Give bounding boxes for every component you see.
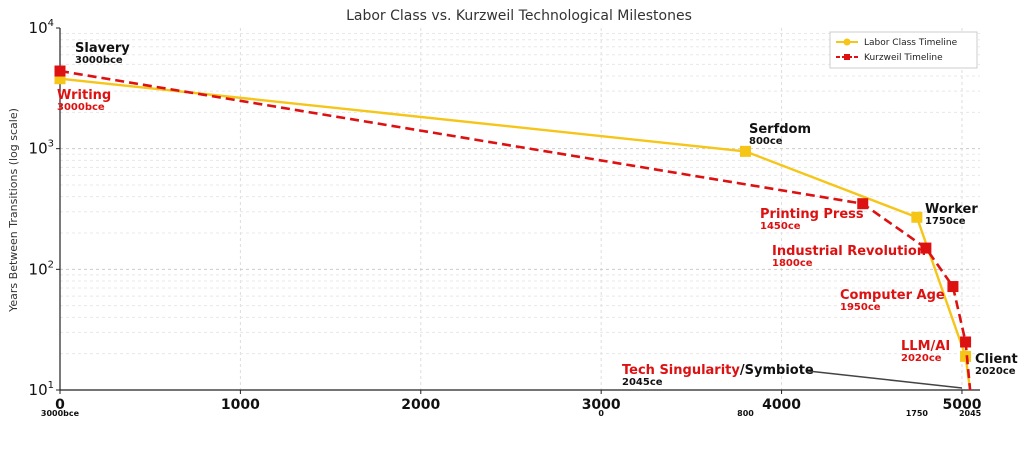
x-tick-label: 5000 xyxy=(942,397,981,413)
annotation-llm-ai-date: 2020ce xyxy=(901,353,942,364)
y-tick-label: 102 xyxy=(29,259,54,278)
series-line-kurzweil xyxy=(59,69,972,391)
singularity-pointer-line xyxy=(807,370,963,389)
data-point-kurzweil xyxy=(54,65,66,77)
y-tick-label: 101 xyxy=(29,380,54,399)
series-layer xyxy=(54,65,972,391)
legend-marker-labor xyxy=(843,38,851,46)
x-tick-label: 3000 xyxy=(582,397,621,413)
annotation-worker: Worker xyxy=(925,202,978,217)
data-point-labor xyxy=(960,350,972,362)
x-tick-label: 0 xyxy=(55,397,65,413)
annotation-slavery-date: 3000bce xyxy=(75,55,123,66)
x-tick-label: 4000 xyxy=(762,397,801,413)
legend-label-labor: Labor Class Timeline xyxy=(864,38,958,48)
legend-marker-kurzweil xyxy=(844,54,850,60)
annotation-tech-singularity-date: 2045ce xyxy=(622,377,663,388)
x-sub-labels: 3000bce 0 800 1750 2045 xyxy=(41,409,982,418)
annotation-printing-press: Printing Press xyxy=(760,207,864,222)
annotation-computer-age-date: 1950ce xyxy=(840,302,881,313)
annotation-writing: Writing xyxy=(57,88,111,103)
annotation-client: Client xyxy=(975,352,1018,367)
x-tick-label: 2000 xyxy=(401,397,440,413)
x-sub-label: 3000bce xyxy=(41,409,80,418)
data-point-kurzweil xyxy=(920,242,932,254)
series-line-labor xyxy=(59,77,972,391)
annotation-writing-date: 3000bce xyxy=(57,102,105,113)
x-sub-label: 1750 xyxy=(906,409,929,418)
annotation-serfdom: Serfdom xyxy=(749,122,811,137)
annotation-computer-age: Computer Age xyxy=(840,288,945,303)
x-ticks: 0 1000 2000 3000 4000 5000 xyxy=(55,390,982,413)
annotation-industrial-revolution: Industrial Revolution xyxy=(772,244,926,259)
x-sub-label: 0 xyxy=(598,409,604,418)
data-point-labor xyxy=(54,73,66,85)
y-tick-label: 104 xyxy=(29,18,54,37)
x-tick-label: 1000 xyxy=(221,397,260,413)
x-sub-label: 800 xyxy=(737,409,754,418)
chart-title: Labor Class vs. Kurzweil Technological M… xyxy=(346,8,692,24)
legend: Labor Class Timeline Kurzweil Timeline xyxy=(829,31,978,69)
legend-label-kurzweil: Kurzweil Timeline xyxy=(864,53,943,63)
data-point-kurzweil xyxy=(960,336,972,348)
annotation-printing-press-date: 1450ce xyxy=(760,221,801,232)
annotation-worker-date: 1750ce xyxy=(925,216,966,227)
annotation-serfdom-date: 800ce xyxy=(749,136,783,147)
y-axis-label: Years Between Transitions (log scale) xyxy=(7,108,20,313)
annotation-client-date: 2020ce xyxy=(975,366,1016,377)
annotation-llm-ai: LLM/AI xyxy=(901,339,950,354)
annotation-slavery: Slavery xyxy=(75,41,130,56)
data-point-kurzweil xyxy=(947,281,959,293)
x-sub-label: 2045 xyxy=(959,409,982,418)
legend-box xyxy=(829,31,978,69)
annotation-industrial-revolution-date: 1800ce xyxy=(772,258,813,269)
annotations: Slavery 3000bce Writing 3000bce Serfdom … xyxy=(57,41,1018,389)
y-tick-label: 103 xyxy=(29,139,54,158)
annotation-tech-singularity: Tech Singularity/Symbiote xyxy=(622,363,814,378)
data-point-labor xyxy=(911,211,923,223)
axes xyxy=(59,28,980,391)
data-point-labor xyxy=(739,145,751,157)
data-point-kurzweil xyxy=(857,198,869,210)
y-ticks: 101 102 103 104 xyxy=(29,18,60,399)
